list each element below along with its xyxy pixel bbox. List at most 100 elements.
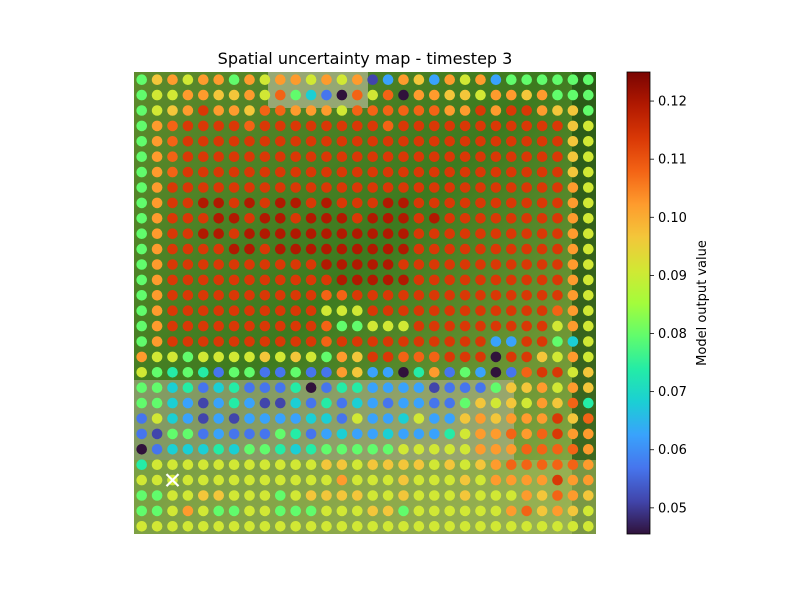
data-point bbox=[244, 505, 255, 517]
data-point bbox=[151, 151, 163, 162]
data-point bbox=[228, 166, 240, 178]
colorbar-tick-label: 0.05 bbox=[658, 501, 687, 516]
data-point bbox=[167, 320, 178, 332]
data-point bbox=[275, 166, 286, 178]
data-point bbox=[413, 105, 425, 116]
data-point bbox=[275, 105, 286, 116]
data-point bbox=[305, 105, 317, 116]
data-point bbox=[198, 136, 209, 147]
data-point bbox=[228, 382, 240, 394]
data-point bbox=[475, 474, 486, 486]
data-point bbox=[536, 474, 548, 486]
data-point bbox=[182, 197, 194, 209]
data-point bbox=[321, 274, 332, 286]
data-point bbox=[382, 459, 394, 471]
data-point bbox=[475, 320, 486, 332]
data-point bbox=[490, 367, 502, 378]
data-point bbox=[567, 367, 579, 378]
data-point bbox=[136, 89, 147, 101]
data-point bbox=[290, 413, 302, 424]
data-point bbox=[352, 474, 363, 486]
data-point bbox=[305, 336, 317, 347]
data-point bbox=[459, 182, 471, 193]
data-point bbox=[506, 474, 517, 486]
data-point bbox=[198, 305, 209, 317]
data-point bbox=[244, 521, 255, 532]
data-point bbox=[167, 105, 178, 116]
data-point bbox=[459, 89, 471, 101]
data-point bbox=[583, 243, 594, 255]
data-point bbox=[151, 413, 163, 424]
data-point bbox=[583, 213, 594, 224]
data-point bbox=[213, 428, 224, 440]
data-point bbox=[583, 228, 594, 239]
data-point bbox=[583, 136, 594, 147]
data-point bbox=[475, 259, 486, 270]
data-point bbox=[398, 336, 409, 347]
data-point bbox=[521, 136, 532, 147]
data-point bbox=[259, 243, 271, 255]
data-point bbox=[336, 336, 348, 347]
data-point bbox=[475, 182, 486, 193]
data-point bbox=[136, 136, 147, 147]
data-point bbox=[475, 136, 486, 147]
data-point bbox=[167, 89, 178, 101]
data-point bbox=[490, 490, 502, 501]
data-point bbox=[567, 89, 579, 101]
data-point bbox=[583, 336, 594, 347]
data-point bbox=[429, 351, 440, 363]
data-point bbox=[151, 74, 163, 85]
data-point bbox=[336, 120, 348, 132]
data-point bbox=[506, 444, 517, 455]
data-point bbox=[536, 166, 548, 178]
data-point bbox=[321, 428, 332, 440]
data-point bbox=[275, 320, 286, 332]
data-point bbox=[182, 89, 194, 101]
data-point bbox=[413, 136, 425, 147]
data-point bbox=[228, 151, 240, 162]
data-point bbox=[305, 228, 317, 239]
data-point bbox=[459, 428, 471, 440]
data-point bbox=[552, 182, 563, 193]
data-point bbox=[182, 228, 194, 239]
data-point bbox=[429, 274, 440, 286]
data-point bbox=[244, 105, 255, 116]
data-point bbox=[290, 367, 302, 378]
data-point bbox=[244, 166, 255, 178]
data-point bbox=[475, 521, 486, 532]
data-point bbox=[583, 474, 594, 486]
data-point bbox=[167, 182, 178, 193]
data-point bbox=[136, 490, 147, 501]
data-point bbox=[213, 474, 224, 486]
data-point bbox=[490, 521, 502, 532]
data-point bbox=[290, 382, 302, 394]
data-point bbox=[398, 351, 409, 363]
data-point bbox=[367, 428, 379, 440]
data-point bbox=[336, 136, 348, 147]
data-point bbox=[198, 413, 209, 424]
data-point bbox=[583, 105, 594, 116]
data-point bbox=[167, 74, 178, 85]
data-point bbox=[367, 136, 379, 147]
data-point bbox=[259, 367, 271, 378]
data-point bbox=[167, 259, 178, 270]
data-point bbox=[459, 228, 471, 239]
data-point bbox=[521, 397, 532, 409]
data-point bbox=[552, 490, 563, 501]
data-point bbox=[228, 274, 240, 286]
data-point bbox=[583, 397, 594, 409]
data-point bbox=[182, 120, 194, 132]
data-point bbox=[213, 459, 224, 471]
data-point bbox=[352, 243, 363, 255]
data-point bbox=[367, 274, 379, 286]
data-point bbox=[398, 182, 409, 193]
data-point bbox=[275, 382, 286, 394]
data-point bbox=[429, 182, 440, 193]
data-point bbox=[275, 444, 286, 455]
data-point bbox=[182, 336, 194, 347]
data-point bbox=[475, 490, 486, 501]
data-point bbox=[506, 305, 517, 317]
data-point bbox=[413, 228, 425, 239]
data-point bbox=[228, 182, 240, 193]
data-point bbox=[336, 74, 348, 85]
